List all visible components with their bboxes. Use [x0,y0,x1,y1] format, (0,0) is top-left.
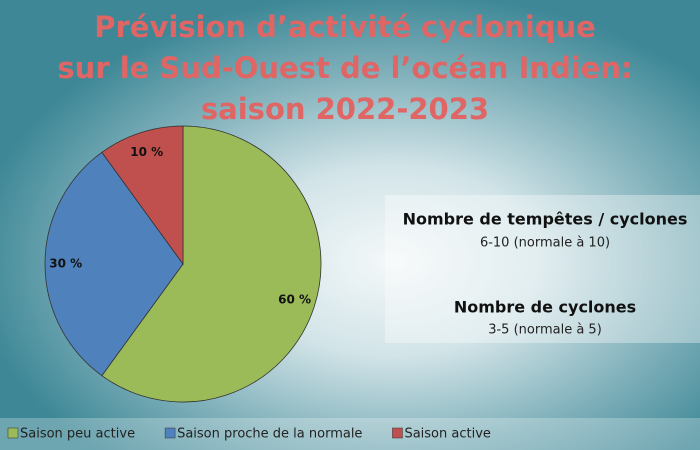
value-label: 30 % [49,257,82,271]
value-label: 60 % [278,293,311,307]
chart-title: saison 2022-2023 [201,92,489,126]
pie-slice [101,125,322,403]
chart-title: Prévision d’activité cyclonique [94,10,596,44]
legend-swatch [7,427,19,439]
value-label: 10 % [130,145,163,159]
annotation: 6-10 (normale à 10) [480,236,610,251]
annotation: Nombre de tempêtes / cyclones [403,210,688,229]
legend-band [0,418,700,450]
annotation-panel [385,195,700,343]
annotation: Nombre de cyclones [454,298,636,317]
legend-swatch [392,427,403,439]
legend-label: Saison proche de la normale [177,427,362,442]
chart-title: sur le Sud-Ouest de l’océan Indien: [57,51,632,85]
pie-slice [101,125,184,266]
legend-label: Saison peu active [20,427,135,442]
legend-swatch [164,427,176,439]
annotation: 3-5 (normale à 5) [488,323,602,338]
pie-slice [44,151,184,377]
legend-label: Saison active [404,427,490,442]
